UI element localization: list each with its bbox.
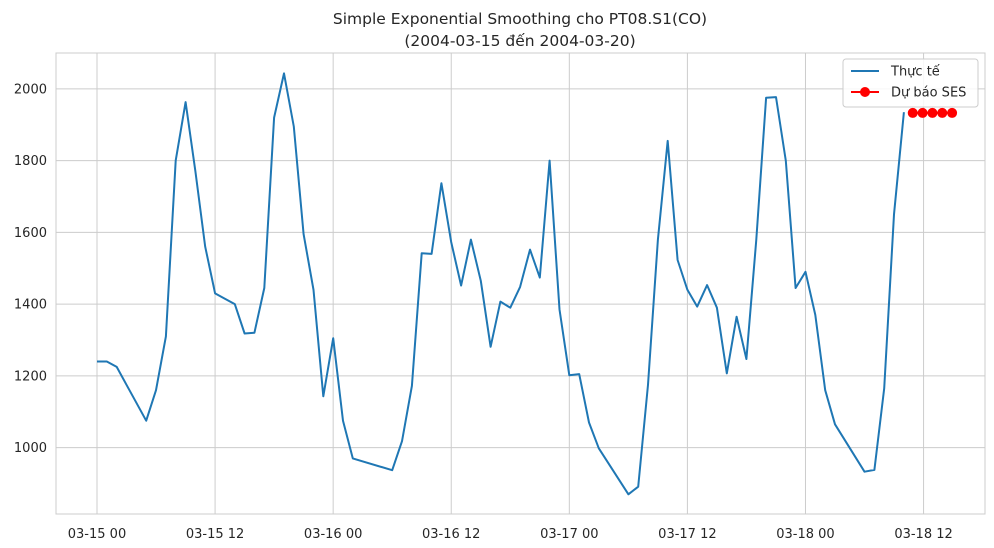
y-tick-label: 1400 [14, 298, 47, 313]
x-tick-label: 03-18 12 [894, 527, 952, 542]
forecast-point [947, 107, 958, 118]
grid-lines [56, 53, 985, 514]
y-tick-label: 2000 [14, 82, 47, 97]
x-tick-label: 03-18 00 [776, 527, 834, 542]
forecast-point [937, 107, 948, 118]
legend: Thực tế Dự báo SES [842, 58, 979, 108]
x-tick-label: 03-16 00 [304, 527, 362, 542]
plot-frame [55, 52, 986, 515]
chart-title: Simple Exponential Smoothing cho PT08.S1… [333, 10, 707, 28]
y-tick-label: 1000 [14, 441, 47, 456]
x-tick-label: 03-17 12 [658, 527, 716, 542]
y-tick-label: 1600 [14, 226, 47, 241]
forecast-point [927, 107, 938, 118]
x-tick-label: 03-16 12 [422, 527, 480, 542]
y-tick-label: 1800 [14, 154, 47, 169]
x-axis-ticks: 03-15 00 03-15 12 03-16 00 03-16 12 03-17 00… [68, 527, 953, 542]
legend-marker-forecast [860, 87, 870, 97]
y-axis-ticks: 1000 1200 1400 1600 1800 2000 [14, 82, 47, 456]
chart-subtitle: (2004-03-15 đến 2004-03-20) [404, 32, 635, 50]
legend-label-actual: Thực tế [890, 65, 940, 80]
x-tick-label: 03-15 00 [68, 527, 126, 542]
forecast-point [907, 107, 918, 118]
actual-series-line [97, 72, 905, 496]
forecast-point [917, 107, 928, 118]
series-lines [97, 72, 958, 496]
legend-label-forecast: Dự báo SES [891, 86, 966, 101]
x-tick-label: 03-17 00 [540, 527, 598, 542]
x-tick-label: 03-15 12 [186, 527, 244, 542]
y-tick-label: 1200 [14, 369, 47, 384]
